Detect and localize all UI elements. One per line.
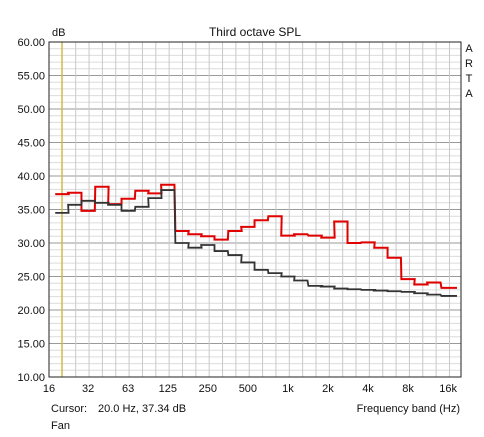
x-axis-label: Frequency band (Hz) [356, 403, 460, 415]
x-tick-label: 4k [362, 383, 374, 395]
y-tick-label: 40.00 [17, 171, 45, 183]
series-line [55, 183, 457, 289]
x-tick-label: 125 [159, 383, 177, 395]
weighting-mode[interactable]: Fan [51, 420, 70, 432]
y-tick-label: 35.00 [17, 205, 45, 217]
series-0 [55, 183, 457, 289]
x-tick-label: 16k [439, 383, 457, 395]
watermark-letter: R [465, 58, 473, 70]
y-tick-labels: 60.00 55.00 50.00 45.00 40.00 35.00 30.00 25.00… [17, 37, 45, 384]
x-tick-label: 1k [282, 383, 294, 395]
series-line [55, 189, 457, 297]
x-tick-label: 32 [82, 383, 94, 395]
watermark-letter: T [466, 73, 473, 85]
watermark-letter: A [465, 43, 473, 55]
y-tick-label: 30.00 [17, 238, 45, 250]
y-axis-unit: dB [52, 27, 65, 39]
grid [49, 42, 461, 377]
series-layer [55, 183, 457, 297]
series-1 [55, 189, 457, 297]
x-tick-label: 250 [199, 383, 217, 395]
cursor-label: Cursor: [51, 403, 88, 415]
chart-title: Third octave SPL [209, 25, 301, 39]
y-tick-label: 60.00 [17, 37, 45, 49]
y-tick-label: 10.00 [17, 372, 45, 384]
plot-frame [48, 41, 462, 378]
y-tick-label: 25.00 [17, 272, 45, 284]
y-tick-label: 55.00 [17, 71, 45, 83]
x-tick-label: 8k [402, 383, 414, 395]
y-tick-label: 50.00 [17, 104, 45, 116]
y-tick-label: 20.00 [17, 305, 45, 317]
x-tick-label: 2k [322, 383, 334, 395]
y-tick-label: 15.00 [17, 339, 45, 351]
x-tick-label: 16 [43, 383, 55, 395]
x-tick-labels: 16 32 63 125 250 500 1k 2k 4k 8k 16k [43, 383, 458, 395]
x-tick-label: 500 [239, 383, 257, 395]
watermark-letter: A [465, 88, 473, 100]
y-tick-label: 45.00 [17, 138, 45, 150]
cursor-readout: 20.0 Hz, 37.34 dB [98, 403, 187, 415]
x-tick-label: 63 [122, 383, 134, 395]
